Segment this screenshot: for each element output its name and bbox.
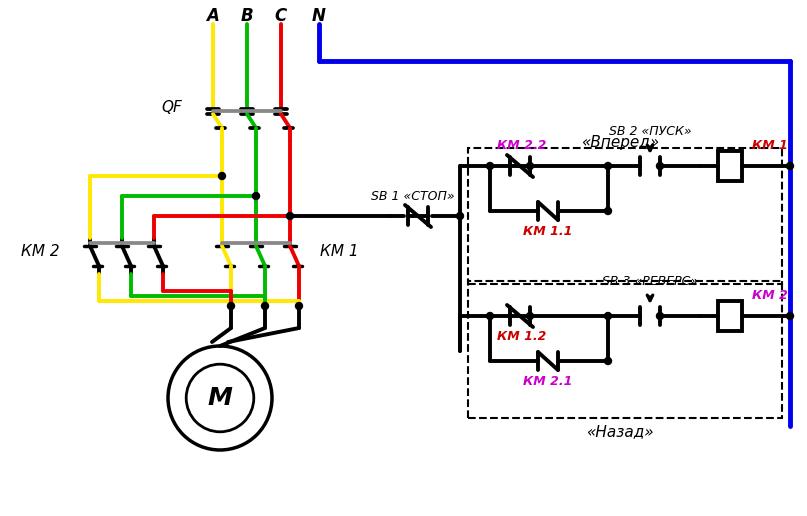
- Bar: [468, 281, 782, 418]
- Text: «Вперед»: «Вперед»: [581, 135, 659, 150]
- Circle shape: [604, 163, 612, 169]
- Circle shape: [228, 302, 235, 310]
- Text: C: C: [275, 7, 287, 25]
- Circle shape: [219, 172, 225, 180]
- Text: A: A: [207, 7, 220, 25]
- Bar: [468, 148, 782, 284]
- Bar: [718, 301, 742, 331]
- Bar: [718, 151, 742, 181]
- Text: N: N: [312, 7, 326, 25]
- Text: «Назад»: «Назад»: [586, 424, 654, 439]
- Text: B: B: [240, 7, 253, 25]
- Text: SB 2 «ПУСК»: SB 2 «ПУСК»: [608, 125, 692, 138]
- Circle shape: [457, 213, 463, 219]
- Circle shape: [487, 163, 494, 169]
- Circle shape: [253, 192, 260, 200]
- Circle shape: [286, 213, 294, 219]
- Text: КМ 2.2: КМ 2.2: [497, 139, 546, 152]
- Circle shape: [604, 207, 612, 215]
- Text: SB 1 «СТОП»: SB 1 «СТОП»: [371, 190, 455, 203]
- Text: КМ 2: КМ 2: [752, 289, 788, 302]
- Text: КМ 1: КМ 1: [320, 244, 358, 259]
- Circle shape: [526, 163, 533, 169]
- Text: SB 3 «РЕВЕРС»: SB 3 «РЕВЕРС»: [602, 275, 698, 288]
- Text: M: M: [207, 386, 232, 410]
- Circle shape: [487, 313, 494, 319]
- Circle shape: [657, 313, 663, 319]
- Circle shape: [604, 358, 612, 364]
- Circle shape: [787, 313, 793, 319]
- Text: КМ 1: КМ 1: [752, 139, 788, 152]
- Text: КМ 1.2: КМ 1.2: [497, 330, 546, 343]
- Text: КМ 1.1: КМ 1.1: [523, 225, 573, 238]
- Circle shape: [657, 163, 663, 169]
- Text: QF: QF: [161, 101, 182, 116]
- Circle shape: [261, 302, 269, 310]
- Circle shape: [295, 302, 303, 310]
- Text: КМ 2: КМ 2: [21, 244, 60, 259]
- Circle shape: [526, 313, 533, 319]
- Circle shape: [604, 313, 612, 319]
- Text: КМ 2.1: КМ 2.1: [523, 375, 573, 388]
- Circle shape: [787, 163, 793, 169]
